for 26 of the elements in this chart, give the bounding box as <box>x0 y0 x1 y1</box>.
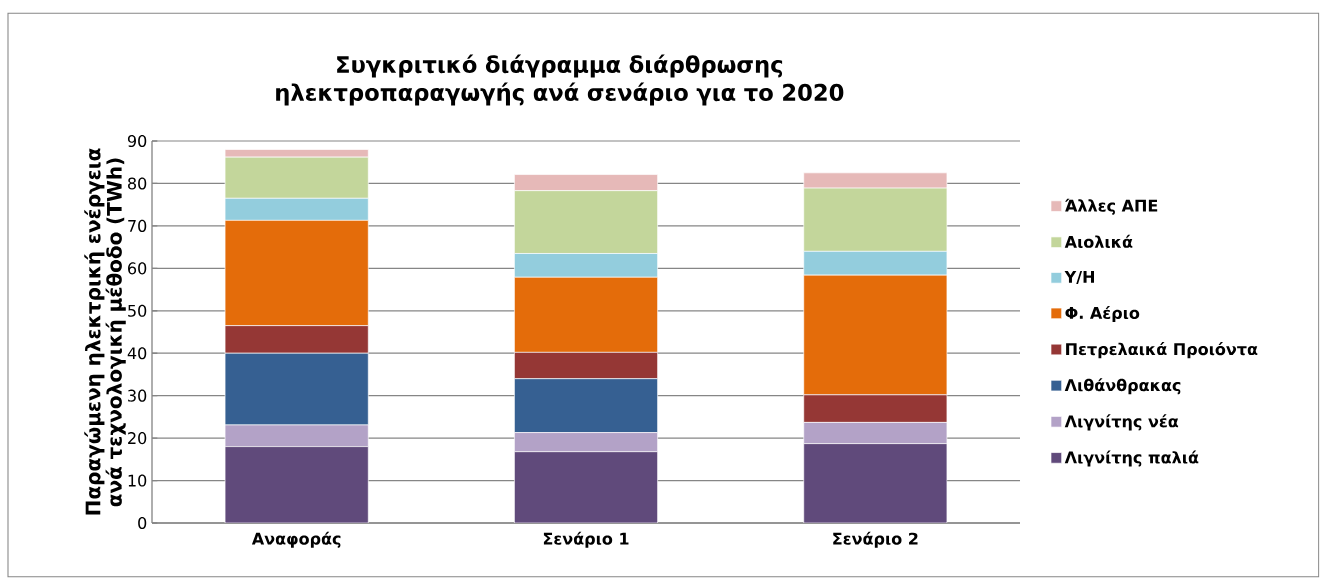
y-axis-title: Παραγώμενη ηλεκτρική ενέργεια ανά τεχνολογική μέθοδο (TWh) <box>84 148 126 515</box>
y-tick-label: 60 <box>128 262 147 275</box>
legend-label: Λιγνίτης παλιά <box>1064 450 1199 467</box>
legend-label: Λιθάνθρακας <box>1064 378 1181 395</box>
y-tick-label: 50 <box>128 304 147 317</box>
legend-label: Φ. Αέριο <box>1065 305 1140 323</box>
y-tick-label: 10 <box>128 474 147 487</box>
y-tick-label: 40 <box>127 347 147 360</box>
y-tick-label: 30 <box>128 389 147 402</box>
legend-label: Πετρελαικά Προιόντα <box>1066 342 1258 359</box>
legend-label: Αιολικά <box>1064 234 1133 248</box>
legend-label: Υ/Η <box>1064 270 1095 285</box>
y-tick-label: 20 <box>128 432 147 445</box>
y-tick-label: 90 <box>127 134 147 148</box>
bar <box>514 451 658 523</box>
y-tick-label: 80 <box>128 177 147 190</box>
x-tick-label: Αναφοράς <box>251 531 341 548</box>
y-tick-label: 70 <box>128 219 147 232</box>
x-tick-label: Σενάριο 1 <box>543 531 629 548</box>
x-tick-label: Σενάριο 2 <box>833 531 918 548</box>
y-tick-label: 0 <box>138 516 147 530</box>
legend-label: Λιγνίτης νέα <box>1064 414 1179 431</box>
legend-label: Άλλες ΑΠΕ <box>1065 198 1158 215</box>
bar <box>224 446 369 523</box>
bar <box>803 443 948 523</box>
chart-title: Συγκριτικό διάγραμμα διάρθρωσης ηλεκτροπαραγωγής ανά σενάριο για το 2020 <box>276 54 844 106</box>
